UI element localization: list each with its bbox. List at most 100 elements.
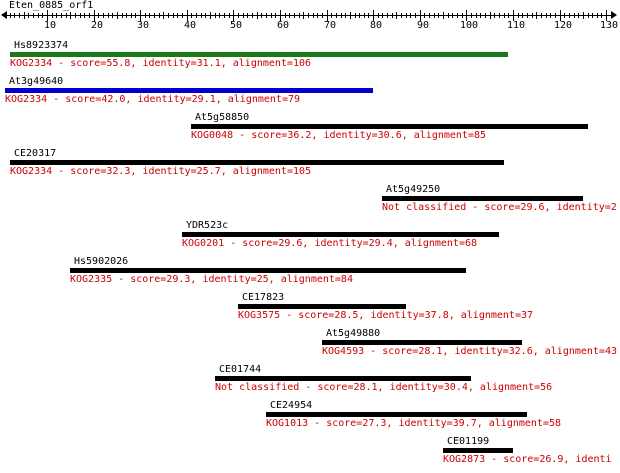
- left-arrow-icon: [1, 11, 7, 19]
- minor-tick: [33, 13, 34, 18]
- major-tick: [560, 10, 561, 21]
- minor-tick: [406, 13, 407, 18]
- hit-name[interactable]: At5g49250: [386, 184, 441, 195]
- minor-tick: [387, 13, 388, 18]
- minor-tick: [322, 13, 323, 18]
- minor-tick: [56, 13, 57, 18]
- minor-tick: [42, 13, 43, 18]
- hit-bar[interactable]: [266, 412, 527, 417]
- minor-tick: [191, 13, 192, 18]
- tick-label: 90: [416, 20, 430, 31]
- tick-label: 50: [229, 20, 243, 31]
- hit-name[interactable]: CE17823: [242, 292, 285, 303]
- minor-tick: [443, 12, 444, 19]
- hit-name[interactable]: At3g49640: [9, 76, 64, 87]
- minor-tick: [252, 13, 253, 18]
- minor-tick: [569, 13, 570, 18]
- hit-description[interactable]: KOG1013 - score=27.3, identity=39.7, ali…: [266, 418, 562, 429]
- minor-tick: [583, 12, 584, 19]
- minor-tick: [550, 13, 551, 18]
- minor-tick: [504, 13, 505, 18]
- major-tick: [233, 10, 234, 21]
- hit-bar[interactable]: [70, 268, 466, 273]
- minor-tick: [378, 13, 379, 18]
- minor-tick: [518, 13, 519, 18]
- hit-name[interactable]: CE24954: [270, 400, 313, 411]
- hit-bar[interactable]: [322, 340, 522, 345]
- hit-bar[interactable]: [382, 196, 583, 201]
- minor-tick: [490, 12, 491, 19]
- minor-tick: [10, 13, 11, 18]
- hit-description[interactable]: KOG2334 - score=55.8, identity=31.1, ali…: [10, 58, 312, 69]
- minor-tick: [308, 13, 309, 18]
- hit-name[interactable]: At5g58850: [195, 112, 250, 123]
- hit-description[interactable]: KOG2335 - score=29.3, identity=25, align…: [70, 274, 353, 285]
- minor-tick: [336, 13, 337, 18]
- hit-name[interactable]: Hs5902026: [74, 256, 129, 267]
- hit-name[interactable]: CE01199: [447, 436, 490, 447]
- tick-label: 130: [599, 20, 619, 31]
- minor-tick: [574, 13, 575, 18]
- hit-description[interactable]: KOG2334 - score=42.0, identity=29.1, ali…: [5, 94, 301, 105]
- minor-tick: [145, 13, 146, 18]
- major-tick: [280, 10, 281, 21]
- minor-tick: [355, 13, 356, 18]
- minor-tick: [429, 13, 430, 18]
- hit-name[interactable]: Hs8923374: [14, 40, 69, 51]
- tick-label: 60: [276, 20, 290, 31]
- minor-tick: [578, 13, 579, 18]
- major-tick: [420, 10, 421, 21]
- minor-tick: [163, 12, 164, 19]
- minor-tick: [452, 13, 453, 18]
- minor-tick: [19, 13, 20, 18]
- tick-label: 100: [459, 20, 479, 31]
- hit-bar[interactable]: [443, 448, 513, 453]
- hit-bar[interactable]: [10, 52, 508, 57]
- minor-tick: [224, 13, 225, 18]
- hit-name[interactable]: At5g49880: [326, 328, 381, 339]
- hit-description[interactable]: Not classified - score=29.6, identity=2: [382, 202, 617, 213]
- minor-tick: [546, 13, 547, 18]
- hit-bar[interactable]: [5, 88, 373, 93]
- minor-tick: [103, 13, 104, 18]
- minor-tick: [149, 13, 150, 18]
- minor-tick: [499, 13, 500, 18]
- minor-tick: [261, 13, 262, 18]
- hit-description[interactable]: KOG2334 - score=32.3, identity=25.7, ali…: [10, 166, 312, 177]
- hit-name[interactable]: YDR523c: [186, 220, 229, 231]
- minor-tick: [299, 13, 300, 18]
- minor-tick: [196, 13, 197, 18]
- hit-name[interactable]: CE01744: [219, 364, 262, 375]
- hit-bar[interactable]: [10, 160, 504, 165]
- minor-tick: [294, 13, 295, 18]
- hit-name[interactable]: CE20317: [14, 148, 57, 159]
- hit-description[interactable]: KOG3575 - score=28.5, identity=37.8, ali…: [238, 310, 534, 321]
- hit-description[interactable]: KOG4593 - score=28.1, identity=32.6, ali…: [322, 346, 618, 357]
- hit-bar[interactable]: [238, 304, 406, 309]
- minor-tick: [471, 13, 472, 18]
- minor-tick: [70, 12, 71, 19]
- query-title: Eten_0885_orf1: [9, 0, 94, 11]
- tick-label: 120: [553, 20, 573, 31]
- hit-description[interactable]: Not classified - score=28.1, identity=30…: [215, 382, 553, 393]
- hit-bar[interactable]: [191, 124, 588, 129]
- hit-description[interactable]: KOG0201 - score=29.6, identity=29.4, ali…: [182, 238, 478, 249]
- minor-tick: [392, 13, 393, 18]
- minor-tick: [438, 13, 439, 18]
- hit-description[interactable]: KOG0048 - score=36.2, identity=30.6, ali…: [191, 130, 487, 141]
- minor-tick: [215, 13, 216, 18]
- tick-label: 70: [323, 20, 337, 31]
- minor-tick: [38, 13, 39, 18]
- minor-tick: [98, 13, 99, 18]
- minor-tick: [522, 13, 523, 18]
- tick-label: 10: [43, 20, 57, 31]
- major-tick: [94, 10, 95, 21]
- minor-tick: [61, 13, 62, 18]
- minor-tick: [131, 13, 132, 18]
- hit-bar[interactable]: [215, 376, 471, 381]
- hit-description[interactable]: KOG2873 - score=26.9, identi: [443, 454, 612, 465]
- minor-tick: [410, 13, 411, 18]
- minor-tick: [205, 13, 206, 18]
- hit-bar[interactable]: [182, 232, 499, 237]
